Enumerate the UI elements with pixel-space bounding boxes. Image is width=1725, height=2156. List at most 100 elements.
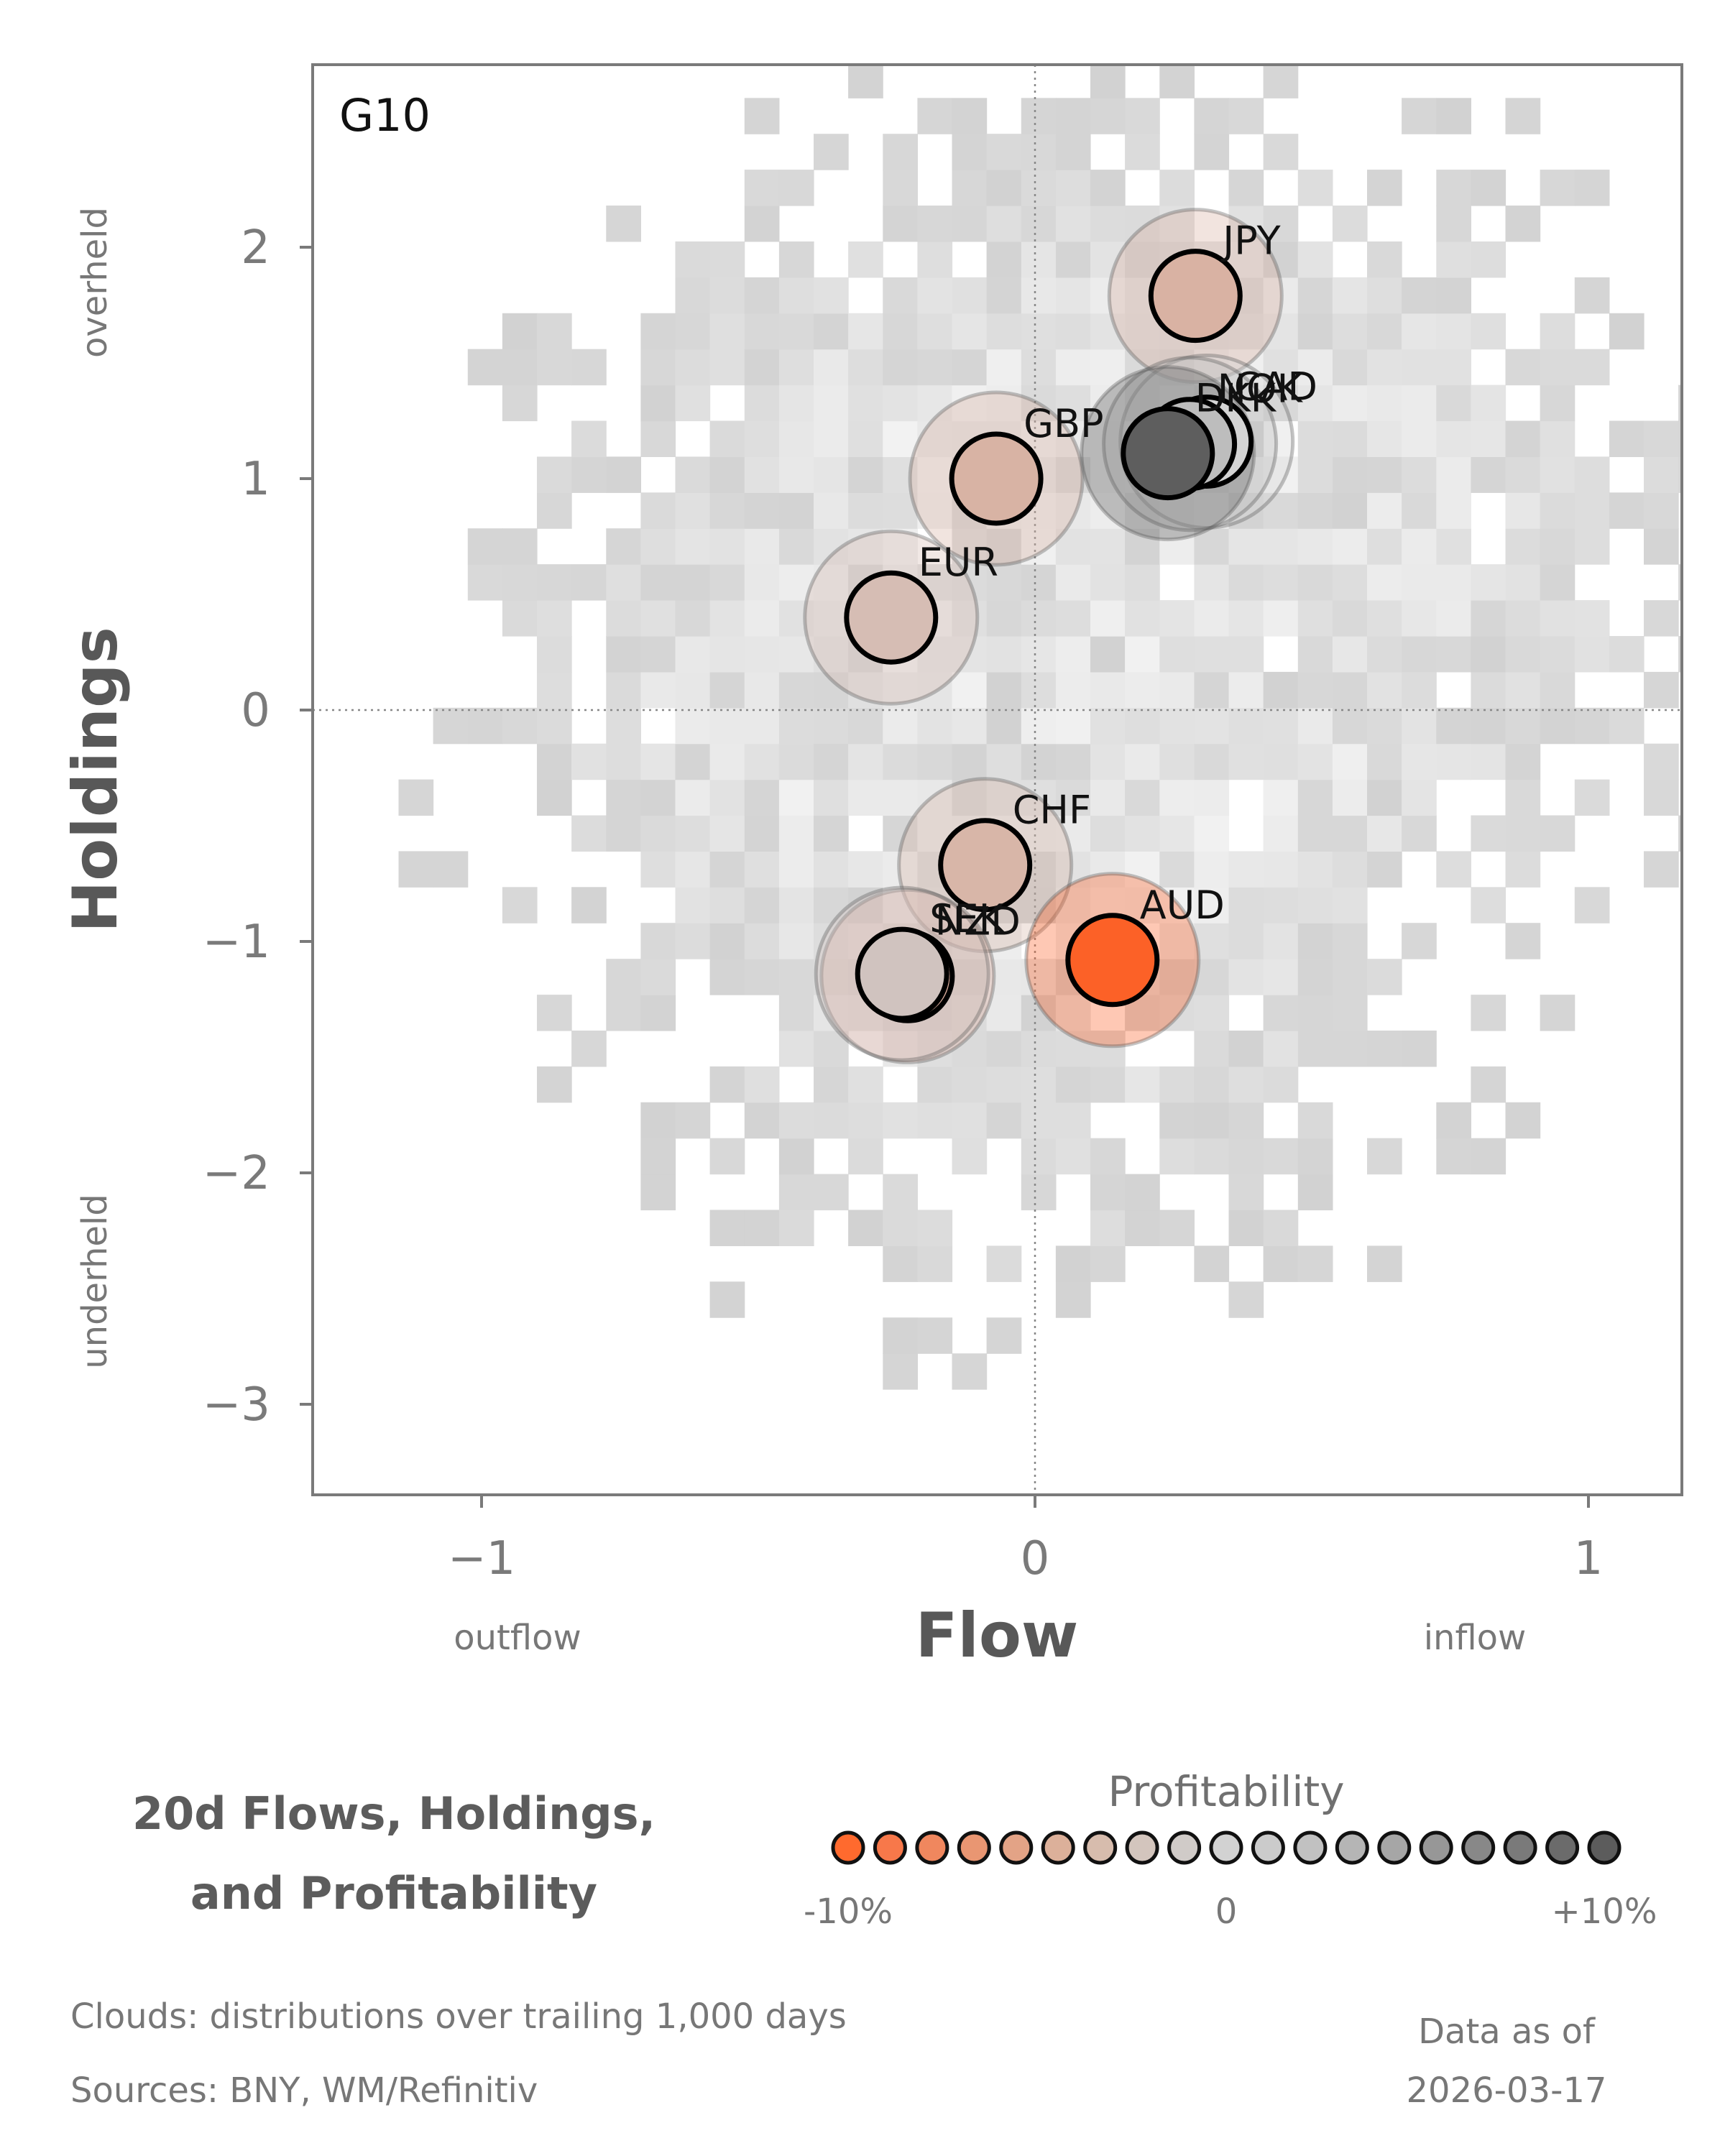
cloud-cell xyxy=(1402,636,1437,673)
cloud-cell xyxy=(1436,564,1471,601)
cloud-cell xyxy=(883,349,918,386)
cloud-cell xyxy=(709,636,745,673)
y-tick-label: −1 xyxy=(203,916,270,969)
cloud-cell xyxy=(917,313,953,350)
cloud-cell xyxy=(1332,636,1368,673)
cloud-cell xyxy=(1574,887,1610,923)
point-eur xyxy=(844,570,939,665)
cloud-cell xyxy=(1263,564,1299,601)
cloud-cell xyxy=(1540,636,1576,673)
cloud-cell xyxy=(675,671,711,709)
cloud-cell xyxy=(1055,636,1091,673)
cloud-cell xyxy=(814,420,849,457)
cloud-cell xyxy=(1505,564,1541,601)
cloud-cell xyxy=(986,1102,1022,1139)
cloud-cell xyxy=(1540,995,1576,1031)
cloud-cell xyxy=(1263,313,1299,350)
cloud-cell xyxy=(778,636,814,673)
cloud-cell xyxy=(917,1317,953,1354)
cloud-cell xyxy=(709,564,745,601)
cloud-cell xyxy=(952,206,988,242)
cloud-cell xyxy=(571,887,607,923)
cloud-cell xyxy=(1159,170,1195,206)
y-tick-label: 0 xyxy=(241,684,270,737)
cloud-cell xyxy=(1402,779,1437,816)
cloud-cell xyxy=(917,277,953,314)
cloud-cell xyxy=(1471,313,1506,350)
cloud-cell xyxy=(1367,815,1402,852)
cloud-cell xyxy=(675,313,711,350)
cloud-cell xyxy=(1367,384,1402,422)
cloud-cell xyxy=(537,492,572,529)
y-axis-ticks: −3 −2 −1 0 1 2 xyxy=(203,221,313,1432)
cloud-cell xyxy=(1505,456,1541,493)
cloud-cell xyxy=(1263,887,1299,923)
cloud-cell xyxy=(778,384,814,422)
cloud-cell xyxy=(1367,170,1402,206)
cloud-cell xyxy=(709,528,745,565)
cloud-cell xyxy=(1297,277,1333,314)
cloud-cell xyxy=(1505,528,1541,565)
cloud-cell xyxy=(986,923,1022,959)
cloud-cell xyxy=(1678,420,1682,457)
cloud-cell xyxy=(1436,349,1471,386)
cloud-cell xyxy=(709,277,745,314)
cloud-cell xyxy=(1367,707,1402,745)
cloud-cell xyxy=(502,313,538,350)
cloud-cell xyxy=(537,671,572,709)
cloud-cell xyxy=(1263,1245,1299,1282)
cloud-cell xyxy=(1471,636,1506,673)
cloud-cell xyxy=(917,1031,953,1067)
cloud-cell xyxy=(744,923,780,959)
cloud-cell xyxy=(1228,1102,1264,1139)
cloud-cell xyxy=(675,1102,711,1139)
cloud-cell xyxy=(1367,456,1402,493)
cloud-cell xyxy=(1090,779,1126,816)
cloud-cell xyxy=(1297,671,1333,709)
cloud-cell xyxy=(1297,170,1333,206)
cloud-cell xyxy=(986,1317,1022,1354)
cloud-cell xyxy=(744,384,780,422)
cloud-cell xyxy=(1194,743,1230,780)
cloud-cell xyxy=(986,134,1022,170)
cloud-cell xyxy=(744,600,780,637)
cloud-cell xyxy=(1367,743,1402,780)
x-hint-inflow: inflow xyxy=(1424,1618,1527,1658)
cloud-cell xyxy=(917,241,953,278)
legend-swatch xyxy=(915,1830,949,1865)
cloud-cell xyxy=(1055,492,1091,529)
cloud-cell xyxy=(917,420,953,457)
point-gbp xyxy=(949,431,1044,526)
cloud-cell xyxy=(778,815,814,852)
cloud-cell xyxy=(744,815,780,852)
cloud-cell xyxy=(1159,707,1195,745)
cloud-cell xyxy=(1505,1102,1541,1139)
cloud-cell xyxy=(848,1138,883,1175)
cloud-cell xyxy=(1505,851,1541,888)
cloud-cell xyxy=(883,420,918,457)
cloud-cell xyxy=(1540,671,1576,709)
cloud-cell xyxy=(1228,1031,1264,1067)
cloud-cell xyxy=(1194,707,1230,745)
cloud-cell xyxy=(883,384,918,422)
cloud-cell xyxy=(1436,743,1471,780)
cloud-cell xyxy=(986,779,1022,816)
cloud-cell xyxy=(848,384,883,422)
cloud-cell xyxy=(952,98,988,134)
cloud-cell xyxy=(744,779,780,816)
cloud-cell xyxy=(778,995,814,1031)
cloud-cell xyxy=(640,671,676,709)
cloud-cell xyxy=(778,456,814,493)
legend-swatch xyxy=(1503,1830,1537,1865)
cloud-cell xyxy=(1228,1281,1264,1318)
cloud-cell xyxy=(883,277,918,314)
cloud-cell xyxy=(398,779,434,816)
cloud-cell xyxy=(1367,420,1402,457)
x-axis-ticks: −1 0 1 xyxy=(448,1495,1603,1585)
cloud-cell xyxy=(1090,671,1126,709)
cloud-cell xyxy=(1090,170,1126,206)
cloud-cell xyxy=(1297,241,1333,278)
cloud-cell xyxy=(1263,707,1299,745)
cloud-cell xyxy=(1367,851,1402,888)
